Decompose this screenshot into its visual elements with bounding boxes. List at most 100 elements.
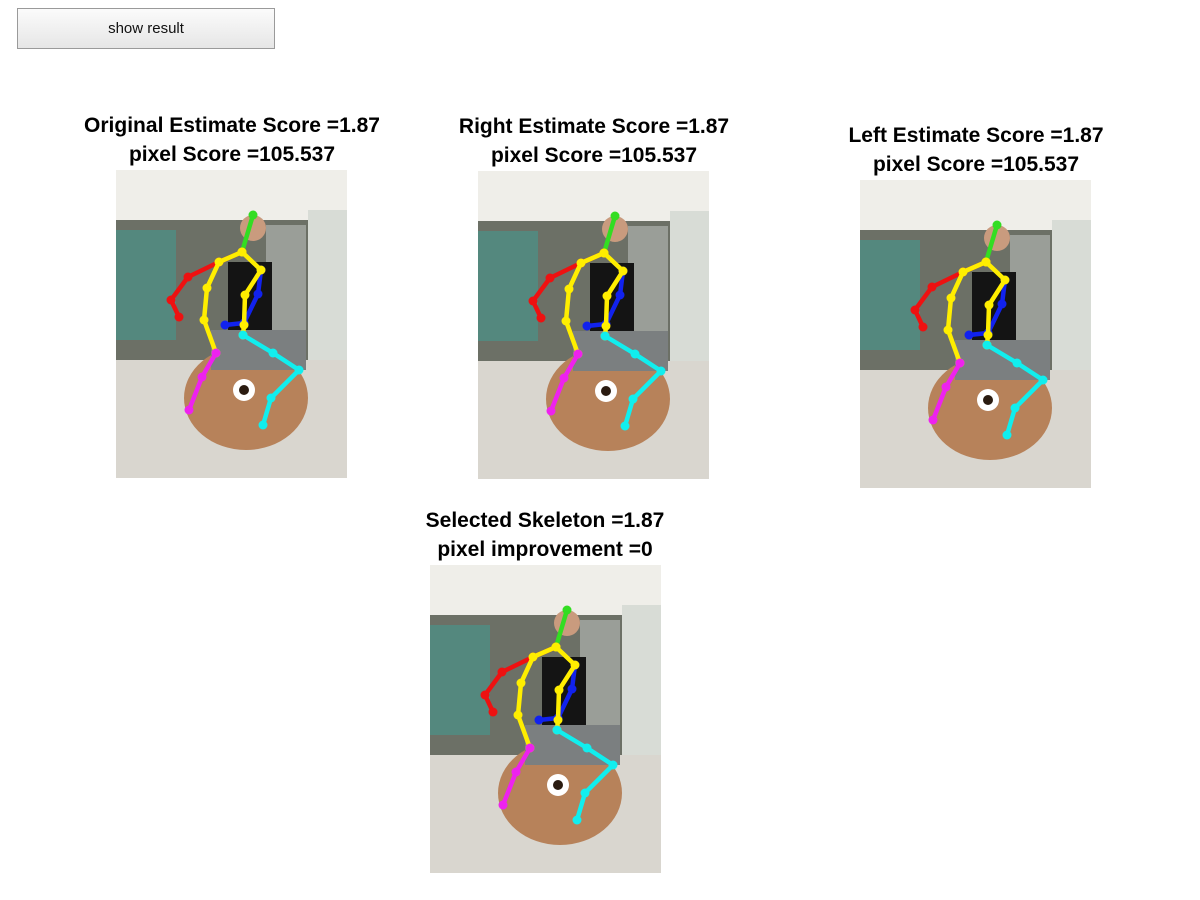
right-estimate-title: Right Estimate Score =1.87 pixel Score =…	[459, 112, 729, 170]
skeleton-joint	[546, 406, 556, 416]
skeleton-joint	[562, 605, 572, 615]
skeleton-joint	[582, 321, 592, 331]
selected-skeleton-title: Selected Skeleton =1.87 pixel improvemen…	[426, 506, 665, 564]
skeleton-joint	[610, 211, 620, 221]
skeleton-head	[553, 607, 570, 650]
skeleton-joint	[1002, 430, 1012, 440]
skeleton-joint	[602, 291, 612, 301]
left-estimate-title: Left Estimate Score =1.87 pixel Score =1…	[848, 121, 1103, 179]
skeleton-joint	[553, 715, 563, 725]
skeleton-joint	[498, 800, 508, 810]
skeleton-joint	[1038, 375, 1048, 385]
jacket	[228, 262, 272, 332]
skeleton-joint	[984, 300, 994, 310]
original-pixel-score: pixel Score =105.537	[128, 143, 336, 166]
skeleton-left-arm	[222, 267, 264, 328]
skeleton-joint	[197, 372, 207, 382]
skeleton-joint	[240, 290, 250, 300]
skeleton-joint	[202, 283, 212, 293]
skeleton-joint	[258, 420, 268, 430]
jacket	[590, 263, 634, 333]
skeleton-joint	[928, 415, 938, 425]
skeleton-joint	[497, 667, 507, 677]
skeleton-joint	[238, 330, 248, 340]
skeleton-joint	[564, 284, 574, 294]
skeleton-joint	[572, 815, 582, 825]
skeleton-joint	[174, 312, 184, 322]
skeleton-joint	[943, 325, 953, 335]
skeleton-joint	[576, 258, 586, 268]
pose-photo-canvas	[860, 180, 1091, 488]
selected-pixel-improvement: pixel improvement =0	[437, 538, 653, 561]
skeleton-joint	[618, 266, 628, 276]
dog-pupil	[601, 386, 611, 396]
skeleton-joint	[580, 788, 590, 798]
electric-box	[308, 210, 347, 360]
right-estimate-score: Right Estimate Score =1.87	[458, 115, 730, 138]
jacket	[542, 657, 586, 727]
left-estimate-score: Left Estimate Score =1.87	[848, 124, 1104, 147]
skeleton-joint	[1010, 403, 1020, 413]
skeleton-joint	[955, 358, 965, 368]
skeleton-joint	[253, 289, 263, 299]
right-pixel-score: pixel Score =105.537	[490, 144, 698, 167]
skeleton-joint	[516, 678, 526, 688]
graffiti-grey	[628, 226, 668, 346]
skeleton-joint	[294, 365, 304, 375]
skeleton-joint	[554, 685, 564, 695]
skeleton-joint	[567, 684, 577, 694]
skeleton-head	[983, 222, 1000, 265]
skeleton-joint	[552, 725, 562, 735]
skeleton-joint	[910, 305, 920, 315]
skeleton-joint	[214, 257, 224, 267]
dog-pupil	[239, 385, 249, 395]
skeleton-joint	[630, 349, 640, 359]
skeleton-left-arm	[966, 277, 1008, 338]
skeleton-joint	[166, 295, 176, 305]
skeleton-joint	[480, 690, 490, 700]
show-result-button[interactable]: show result	[17, 8, 275, 49]
original-estimate-score: Original Estimate Score =1.87	[84, 114, 380, 137]
skeleton-left-arm	[584, 268, 626, 329]
original-estimate-title: Original Estimate Score =1.87 pixel Scor…	[84, 111, 380, 169]
skeleton-joint	[237, 247, 247, 257]
jacket	[972, 272, 1016, 342]
skeleton-joint	[268, 348, 278, 358]
left-pixel-score: pixel Score =105.537	[872, 153, 1080, 176]
skeleton-joint	[266, 393, 276, 403]
skeleton-joint	[628, 394, 638, 404]
graffiti-grey	[580, 620, 620, 740]
graffiti-grey	[1010, 235, 1050, 355]
skeleton-left-arm	[536, 662, 578, 723]
skeleton-joint	[248, 210, 258, 220]
skeleton-joint	[941, 382, 951, 392]
electric-box	[670, 211, 709, 361]
skeleton-joint	[239, 320, 249, 330]
skeleton-joint	[964, 330, 974, 340]
skeleton-joint	[620, 421, 630, 431]
selected-pose-image	[430, 565, 661, 873]
skeleton-joint	[525, 743, 535, 753]
skeleton-joint	[1000, 275, 1010, 285]
skeleton-joint	[599, 248, 609, 258]
graffiti-grey	[266, 225, 306, 345]
electric-box	[1052, 220, 1091, 370]
original-pose-image	[116, 170, 347, 478]
skeleton-joint	[982, 340, 992, 350]
skeleton-joint	[600, 331, 610, 341]
skeleton-joint	[582, 743, 592, 753]
pose-photo-canvas	[116, 170, 347, 478]
skeleton-joint	[559, 373, 569, 383]
skeleton-joint	[513, 710, 523, 720]
pose-photo-canvas	[430, 565, 661, 873]
skeleton-joint	[211, 348, 221, 358]
skeleton-joint	[488, 707, 498, 717]
skeleton-joint	[545, 273, 555, 283]
skeleton-joint	[927, 282, 937, 292]
graffiti-teal	[430, 625, 490, 735]
skeleton-joint	[199, 315, 209, 325]
dog-pupil	[983, 395, 993, 405]
pose-photo-canvas	[478, 171, 709, 479]
skeleton-joint	[656, 366, 666, 376]
skeleton-joint	[220, 320, 230, 330]
